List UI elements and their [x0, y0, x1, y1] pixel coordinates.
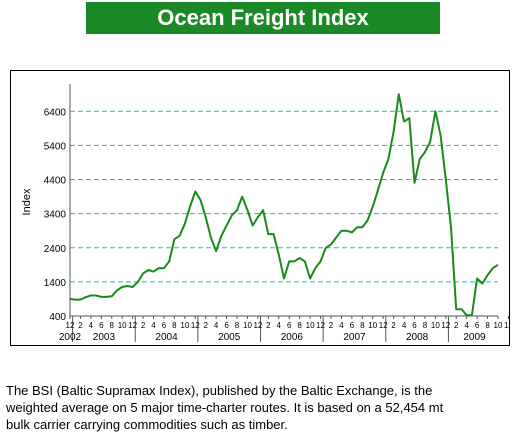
y-tick-label: 2400	[44, 244, 67, 255]
series-layer	[69, 93, 499, 317]
y-tick-label: 5400	[44, 141, 67, 152]
x-year-label: 2004	[155, 332, 178, 343]
x-tick-label: 4	[464, 321, 469, 330]
x-tick-label: 10	[243, 321, 252, 330]
caption-line: weighted average on 5 major time-charter…	[6, 400, 444, 415]
x-tick-label: 12	[379, 321, 388, 330]
x-tick-label: 10	[494, 321, 503, 330]
x-tick-label: 4	[89, 321, 94, 330]
x-tick-label: 12	[253, 321, 262, 330]
x-tick-label: 4	[151, 321, 156, 330]
x-tick-label: 6	[99, 321, 104, 330]
y-axis-label: Index	[21, 188, 33, 215]
y-tick-label: 3400	[44, 210, 67, 221]
x-tick-label: 2	[203, 321, 208, 330]
x-tick-label: 6	[162, 321, 167, 330]
x-tick-label: 12	[66, 321, 75, 330]
x-tick-label: 8	[485, 321, 490, 330]
x-tick-label: 10	[118, 321, 127, 330]
x-tick-label: 10	[368, 321, 377, 330]
x-tick-label: 8	[172, 321, 177, 330]
x-tick-label: 2	[141, 321, 146, 330]
x-tick-label: 8	[235, 321, 240, 330]
caption: The BSI (Baltic Supramax Index), publish…	[6, 382, 518, 433]
x-tick-label: 12	[316, 321, 325, 330]
x-tick-label: 6	[350, 321, 355, 330]
caption-line: bulk carrier carrying commodities such a…	[6, 417, 288, 432]
y-tick-label: 400	[49, 312, 66, 323]
chart-frame	[10, 70, 510, 346]
x-tick-label: 4	[277, 321, 282, 330]
x-tick-label: 2	[454, 321, 459, 330]
x-tick-label: 12	[504, 321, 510, 330]
x-year-label: 2009	[463, 332, 486, 343]
x-tick-label: 6	[287, 321, 292, 330]
x-tick-label: 6	[475, 321, 480, 330]
x-year-label: 2005	[218, 332, 241, 343]
grid-lines	[70, 110, 498, 283]
page-title: Ocean Freight Index	[86, 2, 440, 34]
y-tick-label: 1400	[44, 278, 67, 289]
x-tick-label: 4	[402, 321, 407, 330]
x-tick-label: 10	[180, 321, 189, 330]
x-tick-label: 8	[297, 321, 302, 330]
x-tick-label: 10	[431, 321, 440, 330]
x-year-label: 2003	[93, 332, 116, 343]
x-tick-label: 2	[391, 321, 396, 330]
x-tick-label: 8	[110, 321, 115, 330]
x-tick-label: 10	[306, 321, 315, 330]
x-tick-label: 6	[224, 321, 229, 330]
x-tick-label: 4	[214, 321, 219, 330]
x-tick-label: 12	[191, 321, 200, 330]
series-line	[69, 93, 499, 317]
axes	[69, 84, 509, 342]
y-tick-label: 6400	[44, 107, 67, 118]
x-tick-label: 4	[339, 321, 344, 330]
x-year-label: 2007	[343, 332, 366, 343]
x-year-label: 2002	[59, 332, 82, 343]
x-tick-label: 2	[78, 321, 83, 330]
x-tick-label: 6	[412, 321, 417, 330]
x-year-label: 2008	[406, 332, 429, 343]
x-tick-label: 8	[423, 321, 428, 330]
x-tick-label: 2	[266, 321, 271, 330]
x-tick-label: 12	[441, 321, 450, 330]
y-tick-label: 4400	[44, 176, 67, 187]
x-year-label: 2006	[281, 332, 304, 343]
x-tick-label: 2	[329, 321, 334, 330]
caption-line: The BSI (Baltic Supramax Index), publish…	[6, 383, 433, 398]
x-tick-label: 8	[360, 321, 365, 330]
x-tick-label: 12	[128, 321, 137, 330]
